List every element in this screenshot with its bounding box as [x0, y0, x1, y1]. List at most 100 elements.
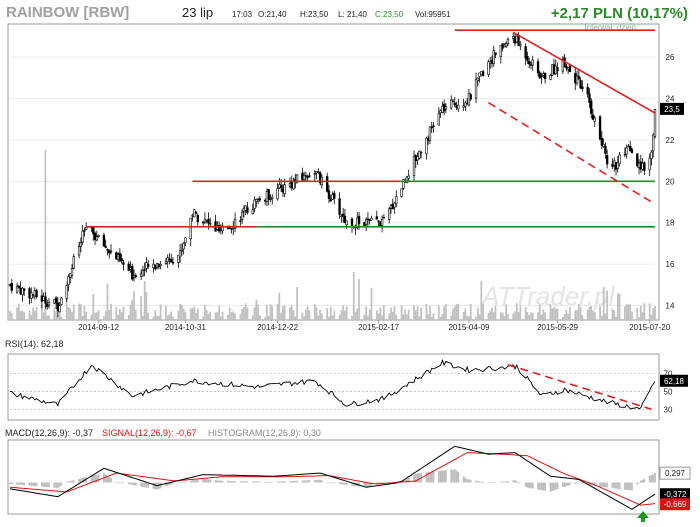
- candle-body: [540, 75, 543, 78]
- candle-body: [627, 145, 630, 148]
- histogram-bar: [292, 480, 295, 483]
- histogram-bar: [152, 482, 155, 489]
- candle-body: [131, 265, 134, 280]
- histogram-bar: [326, 482, 329, 483]
- volume-bar: [71, 311, 73, 320]
- candle-body: [239, 220, 242, 222]
- histogram-bar: [475, 480, 477, 483]
- volume-bar: [437, 305, 440, 320]
- candle-body: [391, 204, 394, 209]
- volume-bar: [414, 310, 417, 320]
- volume-bar: [599, 306, 601, 320]
- histogram-bar: [565, 482, 568, 487]
- histogram-bar: [367, 482, 369, 487]
- volume-bar: [528, 315, 531, 320]
- candle-body: [193, 209, 196, 218]
- volume-bar: [9, 310, 11, 320]
- candle-body: [605, 155, 609, 165]
- histogram-bar: [35, 482, 38, 487]
- volume-bar: [530, 312, 532, 320]
- date-label: 23 lip: [182, 5, 213, 20]
- volume-bar: [264, 316, 267, 320]
- histogram-bar: [246, 481, 249, 483]
- histogram-bar: [78, 478, 80, 483]
- volume-bar: [455, 304, 458, 320]
- candle-body: [501, 43, 504, 49]
- histogram-bar: [118, 482, 121, 484]
- volume-bar: [420, 307, 422, 320]
- histogram-bar: [209, 479, 212, 483]
- candle-body: [457, 104, 460, 110]
- volume-bar: [276, 303, 279, 320]
- volume-bar: [33, 310, 36, 320]
- candle-body: [196, 214, 199, 223]
- histogram-bar: [42, 482, 45, 487]
- histogram-bar: [333, 482, 336, 484]
- volume-bar: [492, 312, 495, 320]
- candle-body: [230, 228, 233, 230]
- histogram-bar: [432, 471, 435, 483]
- volume-bar: [191, 308, 194, 320]
- date-axis: 2014-09-12 2014-10-31 2014-12-22 2015-02-17…: [78, 320, 671, 332]
- last-price-tag: [660, 102, 684, 115]
- histogram-bar: [95, 474, 98, 483]
- volume-bar: [258, 315, 261, 320]
- ticker-label: RAINBOW [RBW]: [6, 4, 129, 21]
- volume-bar: [526, 311, 529, 320]
- candle-body: [42, 296, 45, 301]
- volume-bar: [140, 296, 142, 320]
- volume-bar: [195, 312, 197, 320]
- histogram-bar: [363, 482, 366, 488]
- candle-body: [554, 65, 557, 75]
- volume-label: Vol:95951: [415, 10, 451, 19]
- volume-bar: [457, 303, 460, 320]
- volume-bar: [370, 287, 373, 320]
- histogram-bar: [202, 478, 205, 483]
- candle-body: [155, 263, 159, 268]
- candle-body: [70, 268, 74, 276]
- volume-bar: [639, 306, 642, 320]
- volume-bar: [78, 303, 80, 320]
- candle-body: [147, 264, 150, 267]
- histogram-bar: [204, 478, 206, 483]
- volume-bar: [189, 308, 192, 320]
- volume-bar: [42, 312, 45, 320]
- volume-bar: [227, 314, 229, 320]
- candle-body: [579, 79, 582, 89]
- volume-bar: [482, 303, 484, 320]
- histogram-bar: [466, 479, 469, 483]
- candle-body: [15, 285, 19, 293]
- volume-bar: [561, 316, 564, 320]
- volume-bar: [207, 313, 210, 320]
- candle-body: [132, 275, 136, 278]
- macd-axis: 0,297 -0,372-0,669: [659, 466, 691, 511]
- volume-bar: [328, 316, 330, 320]
- candle-body: [648, 157, 651, 171]
- histogram-bar: [220, 480, 222, 483]
- histogram-bar: [321, 480, 323, 483]
- volume-bar: [271, 306, 274, 320]
- histogram-bar: [154, 482, 157, 490]
- volume-bar: [152, 316, 155, 320]
- volume-bar: [184, 311, 187, 320]
- histogram-bar: [629, 482, 632, 491]
- histogram-bar: [55, 482, 57, 488]
- histogram-bar: [370, 482, 373, 486]
- histogram-bar: [437, 471, 440, 483]
- volume-bar: [391, 311, 394, 320]
- histogram-bar: [221, 480, 224, 483]
- histogram-bar: [92, 475, 95, 483]
- candle-body: [21, 287, 24, 295]
- histogram-bar: [345, 482, 348, 485]
- histogram-bar: [317, 479, 320, 483]
- candle-body: [40, 295, 44, 302]
- histogram-bar: [351, 482, 353, 486]
- histogram-bar: [23, 482, 26, 486]
- volume-bar: [218, 305, 220, 320]
- histogram-bar: [574, 482, 577, 484]
- volume-bar: [600, 315, 603, 320]
- histogram-bar: [487, 482, 490, 484]
- histogram-bar: [21, 482, 24, 486]
- candle-body: [102, 234, 106, 247]
- candle-body: [395, 196, 398, 204]
